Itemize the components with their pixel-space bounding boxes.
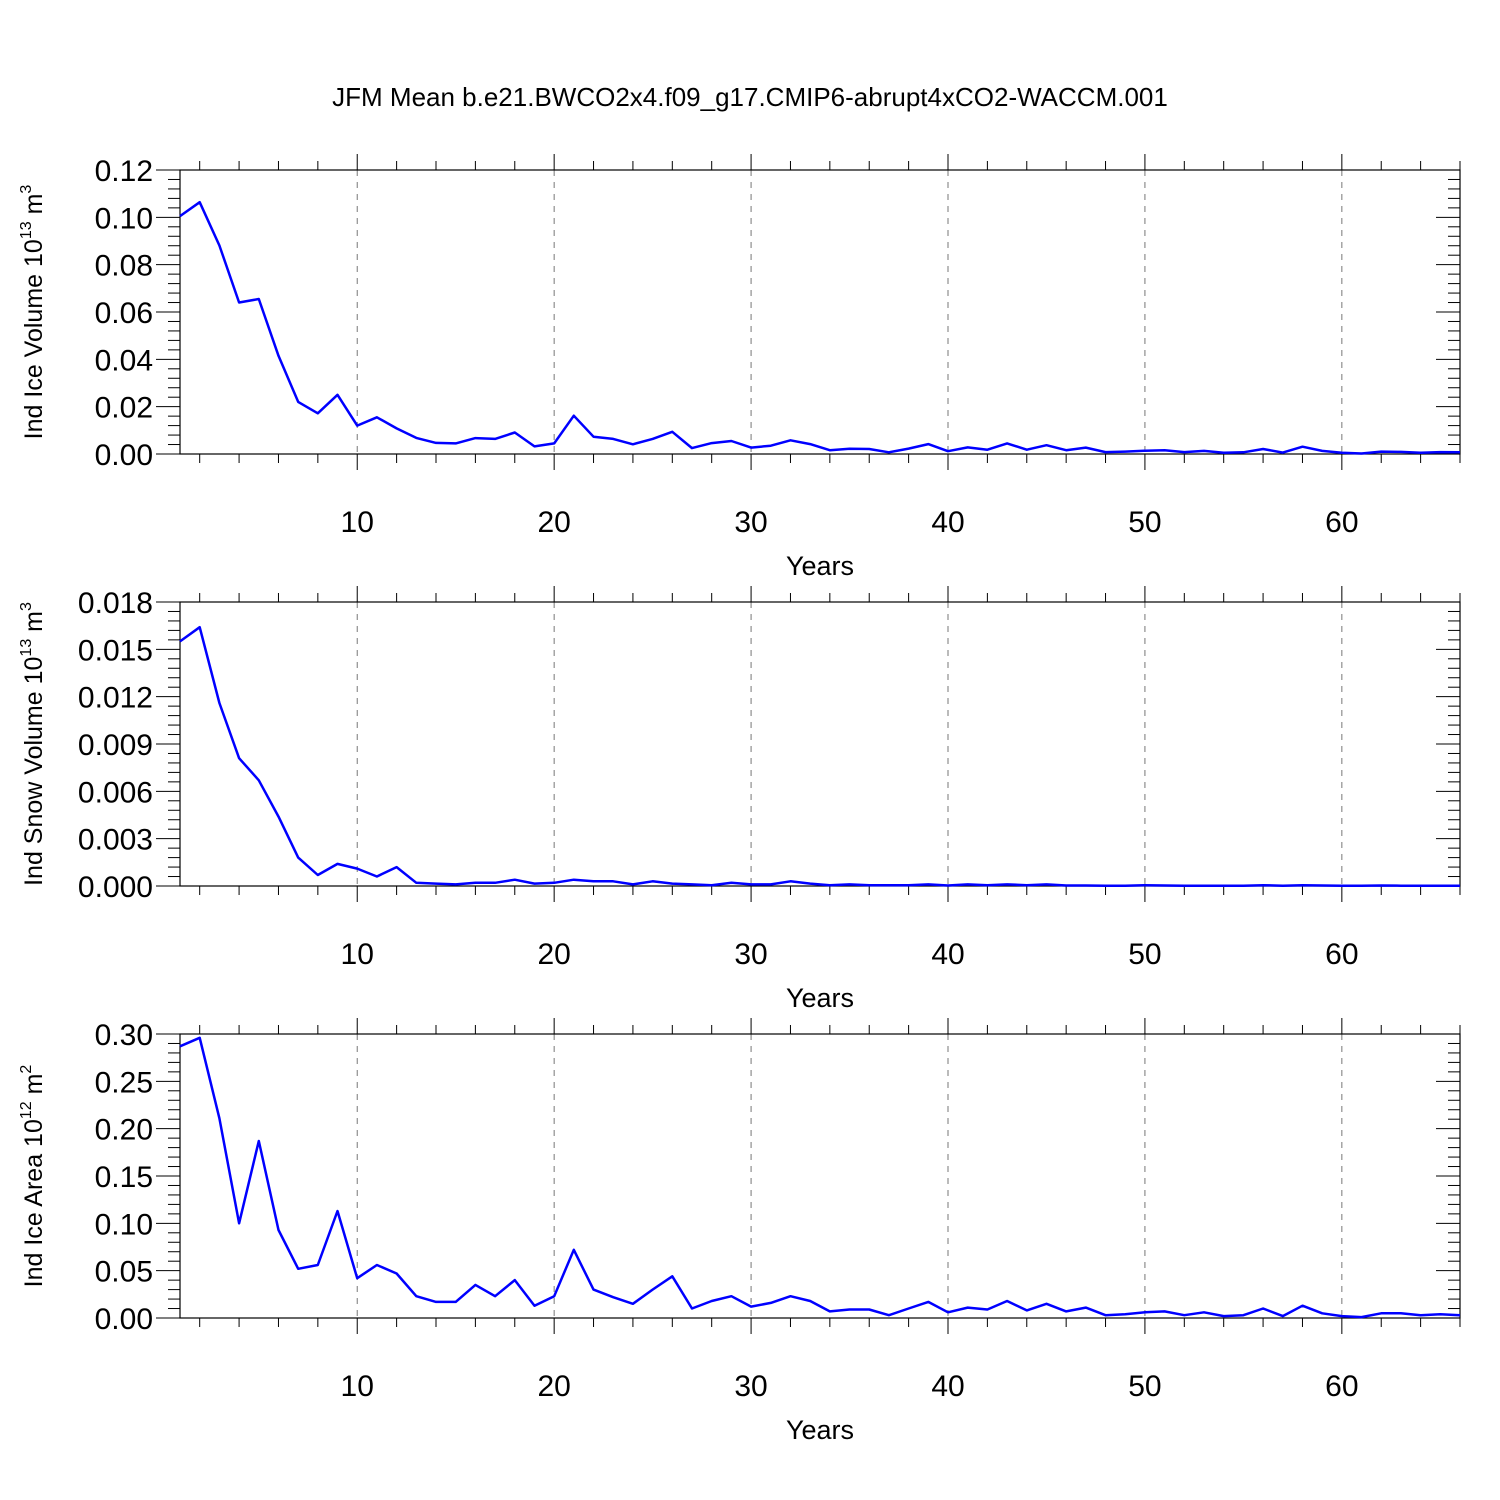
x-tick-label: 30	[734, 506, 767, 539]
y-tick-label: 0.30	[95, 1019, 153, 1052]
y-axis-label: Ind Snow Volume 1013 m3	[18, 602, 48, 886]
y-tick-label: 0.10	[95, 202, 153, 235]
y-tick-label: 0.04	[95, 344, 153, 377]
x-tick-label: 30	[734, 1370, 767, 1403]
series-line	[179, 625, 1460, 888]
x-tick-label: 50	[1128, 938, 1161, 971]
y-tick-label: 0.15	[95, 1161, 153, 1194]
figure-title: JFM Mean b.e21.BWCO2x4.f09_g17.CMIP6-abr…	[332, 82, 1168, 112]
plot-frame	[179, 169, 1461, 455]
y-tick-label: 0.20	[95, 1114, 153, 1147]
y-axis-label: Ind Ice Volume 1013 m3	[18, 185, 48, 440]
y-tick-label: 0.05	[95, 1256, 153, 1289]
y-tick-label: 0.015	[78, 634, 153, 667]
x-tick-label: 60	[1325, 938, 1358, 971]
x-tick-label: 50	[1128, 506, 1161, 539]
series-line	[179, 1036, 1461, 1319]
x-tick-label: 10	[341, 938, 374, 971]
x-tick-label: 50	[1128, 1370, 1161, 1403]
y-tick-label: 0.00	[95, 1303, 153, 1336]
y-tick-label: 0.10	[95, 1208, 153, 1241]
y-tick-label: 0.018	[78, 587, 153, 620]
y-tick-label: 0.02	[95, 392, 153, 425]
x-axis-label: Years	[786, 551, 854, 581]
y-tick-label: 0.006	[78, 776, 153, 809]
x-axis-label: Years	[786, 1415, 854, 1445]
y-tick-label: 0.000	[78, 871, 153, 904]
ice-volume-panel: 0.00 0.02 0.04 0.06 0.08 0.10 0.12 10 20 30 40 50 60…	[18, 154, 1461, 581]
x-tick-label: 20	[537, 506, 570, 539]
x-tick-label: 20	[537, 938, 570, 971]
x-tick-label: 30	[734, 938, 767, 971]
plot-frame	[179, 601, 1461, 887]
x-tick-label: 10	[341, 1370, 374, 1403]
x-tick-label: 40	[931, 1370, 964, 1403]
x-tick-label: 10	[341, 506, 374, 539]
y-tick-label: 0.012	[78, 682, 153, 715]
x-tick-label: 60	[1325, 1370, 1358, 1403]
x-tick-label: 40	[931, 938, 964, 971]
y-tick-label: 0.25	[95, 1066, 153, 1099]
y-axis-label: Ind Ice Area 1012 m2	[18, 1065, 48, 1288]
x-axis-label: Years	[786, 983, 854, 1013]
y-tick-label: 0.06	[95, 297, 153, 330]
y-tick-label: 0.00	[95, 439, 153, 472]
y-tick-label: 0.009	[78, 729, 153, 762]
x-tick-label: 40	[931, 506, 964, 539]
y-tick-label: 0.003	[78, 824, 153, 857]
plot-frame	[179, 1033, 1461, 1319]
snow-volume-panel: 0.000 0.003 0.006 0.009 0.012 0.015 0.018 10 20 3…	[18, 586, 1461, 1013]
ice-area-panel: 0.00 0.05 0.10 0.15 0.20 0.25 0.30 10 20 30 40 50 60…	[18, 1018, 1461, 1445]
series-line	[179, 200, 1461, 455]
x-tick-label: 20	[537, 1370, 570, 1403]
y-tick-label: 0.08	[95, 250, 153, 283]
y-tick-label: 0.12	[95, 155, 153, 188]
x-tick-label: 60	[1325, 506, 1358, 539]
